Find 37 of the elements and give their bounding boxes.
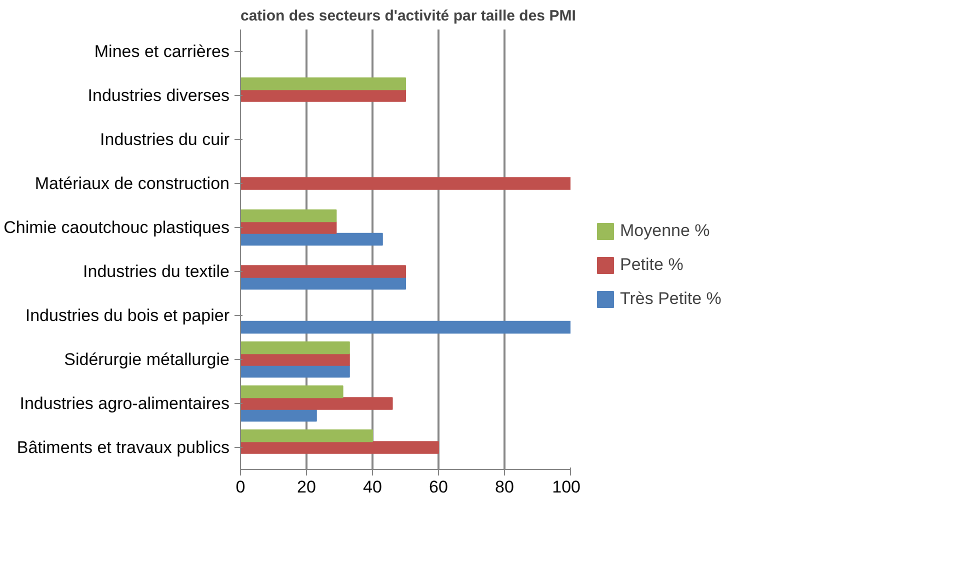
legend-label: Petite % [620,254,684,274]
bar [240,341,350,354]
bar [240,408,317,422]
y-tick-label: Industries diverses [88,86,230,105]
y-tick-label: Chimie caoutchouc plastiques [4,218,230,237]
bar [240,209,337,222]
y-tick-label: Bâtiments et travaux publics [16,438,230,457]
bar [240,320,570,334]
x-tick-label: 40 [363,478,382,496]
bar [240,177,570,190]
chart-title: cation des secteurs d'activité par taille des PMI [240,8,576,24]
bar [240,353,350,366]
y-tick-label: Industries du cuir [100,130,230,149]
legend-label: Très Petite % [620,288,722,308]
y-tick-label: Industries du textile [83,262,230,281]
y-tick-label: Industries du bois et papier [25,306,230,325]
x-tick-label: 20 [297,478,316,496]
bar [240,397,393,410]
bar [240,265,406,278]
x-tick-label: 80 [495,478,514,496]
bar [240,221,337,234]
bar [240,89,406,102]
x-tick-label: 0 [236,478,246,496]
y-tick-label: Matériaux de construction [34,174,230,193]
x-tick-label: 60 [429,478,448,496]
y-tick-label: Mines et carrières [94,42,230,61]
x-tick-label: 100 [552,478,581,496]
bar [240,429,373,442]
bar [240,276,406,290]
bar [240,385,344,398]
bar [240,364,350,378]
legend-label: Moyenne % [620,220,710,240]
y-tick-label: Industries agro-alimentaires [20,394,230,413]
bar [240,441,439,454]
bar [240,232,383,246]
bar [240,77,406,90]
y-tick-label: Sidérurgie métallurgie [64,350,230,369]
